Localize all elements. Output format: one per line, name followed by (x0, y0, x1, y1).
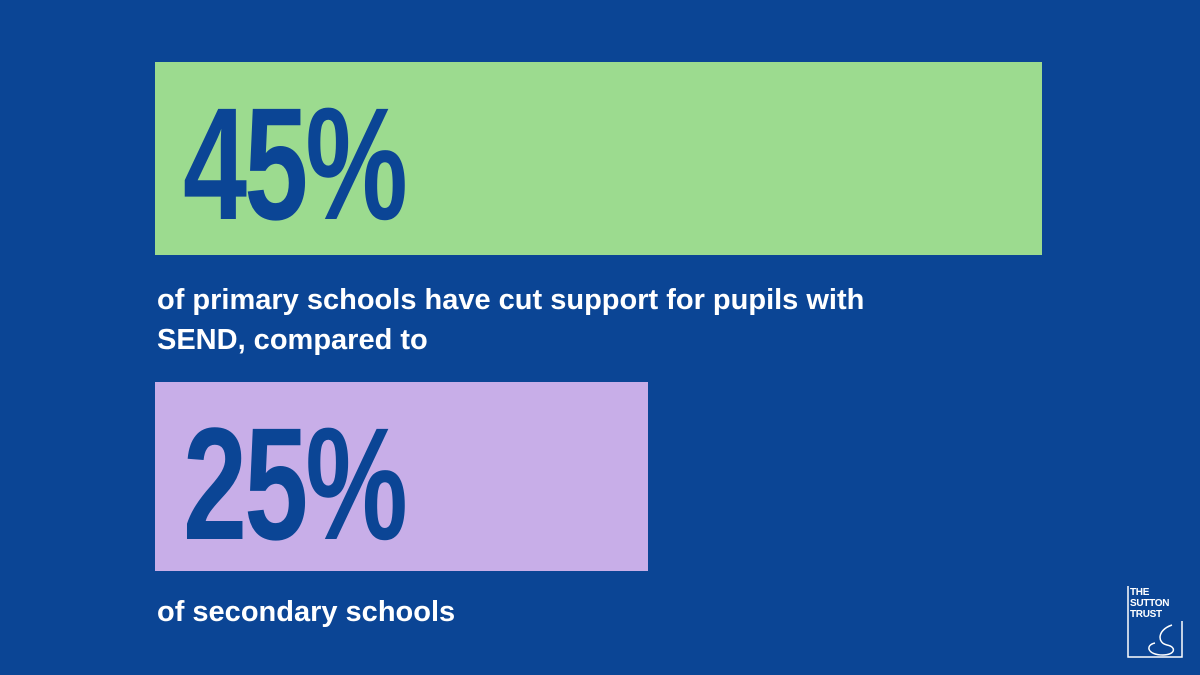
value-label: 25% (183, 394, 408, 573)
value-label: 45% (183, 74, 408, 253)
category-label: of primary schools have cut support for … (157, 284, 865, 356)
category-label: of secondary schools (157, 596, 456, 628)
bar (155, 62, 1042, 255)
logo-text: THE (1130, 587, 1150, 598)
logo-text: TRUST (1130, 609, 1162, 620)
bar (155, 382, 648, 571)
logo-text: SUTTON (1130, 598, 1170, 609)
logo-frame (1127, 586, 1183, 658)
logo: THE SUTTON TRUST (1127, 585, 1183, 659)
